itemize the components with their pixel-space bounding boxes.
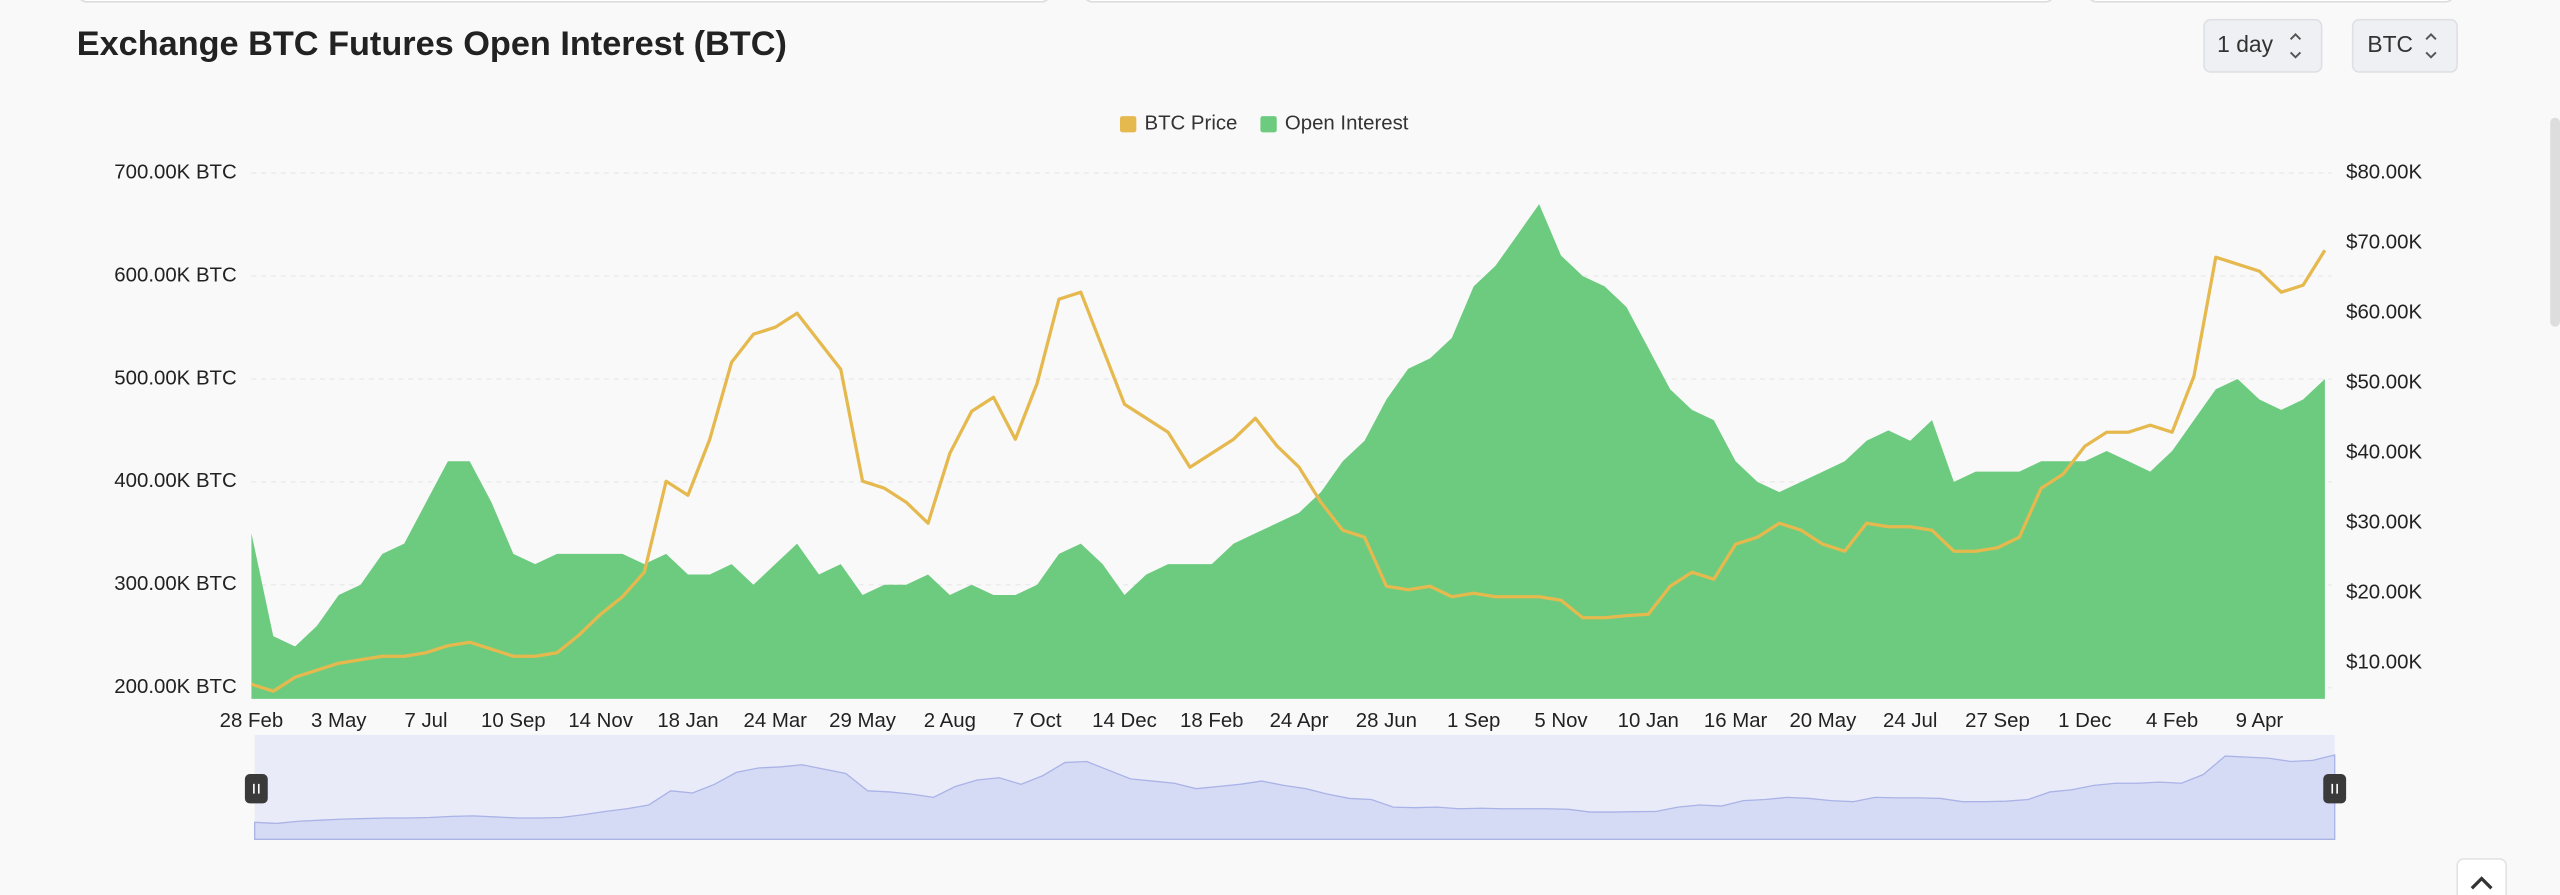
y-tick-label: 500.00K BTC bbox=[114, 367, 236, 389]
x-tick-label: 29 May bbox=[829, 710, 897, 732]
y2-tick-label: $30.00K bbox=[2346, 512, 2422, 534]
price-line bbox=[250, 249, 2327, 693]
y2-tick-label: $60.00K bbox=[2346, 302, 2422, 324]
legend-label: BTC Price bbox=[1144, 113, 1237, 135]
chevron-icon bbox=[2470, 876, 2493, 890]
y2-tick-label: $70.00K bbox=[2346, 232, 2422, 254]
navigator-handle[interactable] bbox=[244, 774, 268, 804]
y-tick-label: 300.00K BTC bbox=[114, 573, 236, 595]
chart-title: Exchange BTC Futures Open Interest (BTC) bbox=[77, 25, 787, 63]
x-tick-label: 18 Feb bbox=[1180, 710, 1243, 732]
y-tick-label: 400.00K BTC bbox=[114, 470, 236, 492]
x-tick-label: 14 Dec bbox=[1092, 710, 1157, 732]
top-panel bbox=[2090, 0, 2453, 3]
x-tick-label: 27 Sep bbox=[1965, 710, 2030, 732]
handle-grip bbox=[253, 783, 260, 794]
legend-label: Open Interest bbox=[1285, 113, 1409, 135]
select-box[interactable] bbox=[2351, 18, 2458, 73]
x-tick-label: 16 Mar bbox=[1704, 710, 1768, 732]
legend-swatch bbox=[1120, 116, 1137, 133]
top-panel bbox=[1085, 0, 2053, 3]
plot: 200.00K BTC 300.00K BTC 400.00K BTC 500.00K… bbox=[114, 113, 2422, 840]
x-tick-label: 24 Jul bbox=[1883, 710, 1937, 732]
x-tick-label: 4 Feb bbox=[2146, 710, 2198, 732]
y-tick-label: 700.00K BTC bbox=[114, 162, 236, 184]
x-tick-label: 28 Jun bbox=[1356, 710, 1417, 732]
x-tick-label: 20 May bbox=[1789, 710, 1857, 732]
interval-select[interactable]: 1 day bbox=[2203, 18, 2323, 73]
y-tick-label: 200.00K BTC bbox=[114, 676, 236, 698]
select-label[interactable]: 1 day bbox=[2217, 31, 2273, 57]
x-tick-label: 9 Apr bbox=[2236, 710, 2284, 732]
handle-grip bbox=[2331, 783, 2338, 794]
select-arrows bbox=[2425, 33, 2437, 59]
x-tick-label: 18 Jan bbox=[657, 710, 718, 732]
x-tick-label: 10 Sep bbox=[481, 710, 546, 732]
scrollbar bbox=[2550, 117, 2560, 327]
x-tick-label: 7 Oct bbox=[1013, 710, 1062, 732]
top-panel bbox=[80, 0, 1048, 3]
x-tick-label: 3 May bbox=[311, 710, 367, 732]
x-tick-label: 24 Apr bbox=[1270, 710, 1329, 732]
y2-tick-label: $50.00K bbox=[2346, 372, 2422, 394]
x-tick-label: 10 Jan bbox=[1618, 710, 1679, 732]
y2-tick-label: $80.00K bbox=[2346, 162, 2422, 184]
y2-tick-label: $40.00K bbox=[2346, 442, 2422, 464]
y2-tick-label: $20.00K bbox=[2346, 582, 2422, 604]
legend-swatch bbox=[1260, 116, 1277, 133]
navigator-handle[interactable] bbox=[2323, 774, 2347, 804]
y-tick-label: 600.00K BTC bbox=[114, 264, 236, 286]
coin-select[interactable]: BTC bbox=[2351, 18, 2458, 73]
select-arrows bbox=[2289, 33, 2302, 59]
select-box[interactable] bbox=[2203, 18, 2323, 73]
x-tick-label: 1 Dec bbox=[2058, 710, 2111, 732]
x-tick-label: 14 Nov bbox=[568, 710, 633, 732]
x-tick-label: 2 Aug bbox=[924, 710, 976, 732]
x-tick-label: 1 Sep bbox=[1447, 710, 1500, 732]
y2-tick-label: $10.00K bbox=[2346, 652, 2422, 674]
navigator-area bbox=[254, 754, 2336, 840]
x-tick-label: 24 Mar bbox=[744, 710, 808, 732]
x-tick-label: 28 Feb bbox=[220, 710, 283, 732]
select-label[interactable]: BTC bbox=[2367, 31, 2413, 57]
open-interest-area bbox=[251, 204, 2325, 699]
x-tick-label: 7 Jul bbox=[404, 710, 447, 732]
x-tick-label: 5 Nov bbox=[1534, 710, 1588, 732]
